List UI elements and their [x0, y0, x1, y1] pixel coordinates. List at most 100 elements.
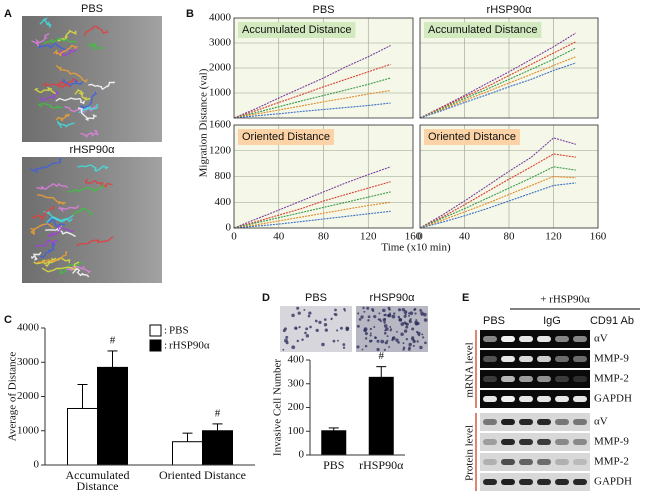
band [483, 336, 497, 342]
y-tick-label: 1000 [209, 87, 232, 99]
y-tick-label: 1000 [17, 424, 40, 436]
y-tick-label: 2000 [17, 390, 40, 402]
cell-dot [388, 313, 392, 317]
band [483, 479, 497, 485]
cell-dot [411, 327, 415, 331]
cell-track [56, 120, 75, 129]
track-line [233, 210, 391, 229]
cell-dot [368, 339, 372, 343]
cell-dot [376, 347, 380, 352]
band [537, 376, 551, 382]
band [519, 356, 533, 362]
column-label: CD91 Ab [590, 315, 634, 327]
cell-dot [383, 331, 387, 335]
legend-sep: : [164, 325, 167, 337]
treatment-label: + rHSP90α [540, 294, 590, 306]
cell-dot [408, 312, 411, 315]
blot [480, 433, 590, 451]
cell-track [39, 17, 52, 29]
cell-dot [296, 339, 300, 343]
cell-dot [361, 348, 364, 351]
cell-track [40, 90, 59, 102]
cell-dot [294, 326, 298, 330]
cell-dot [376, 339, 380, 343]
axis [44, 328, 255, 466]
cell-dot [364, 337, 368, 340]
cell-dot [398, 318, 403, 322]
cell-dot [297, 311, 301, 315]
cell-dot [405, 325, 409, 329]
cell-dot [307, 314, 311, 318]
band [573, 336, 587, 342]
cell-track [34, 86, 56, 95]
cell-dot [347, 327, 350, 330]
panel-label: B [186, 8, 194, 20]
significance-mark: # [215, 407, 221, 419]
x-tick-label: 40 [459, 231, 471, 243]
cell-dot [373, 326, 376, 329]
cell-dot [283, 327, 287, 331]
cell-dot [369, 327, 372, 331]
cell-dot [395, 330, 398, 333]
track-line [419, 153, 576, 229]
band [483, 396, 497, 402]
row-label: αV [594, 333, 608, 345]
bar [368, 376, 394, 456]
cell-dot [374, 336, 377, 339]
y-tick-label: 200 [288, 401, 305, 413]
x-tick-label: 80 [318, 231, 330, 243]
bar [172, 441, 203, 466]
cell-dot [393, 312, 396, 315]
cell-dot [383, 314, 386, 317]
track-line [419, 47, 577, 119]
cell-dot [305, 327, 309, 331]
y-tick-label: 3000 [209, 37, 232, 49]
chart-title: rHSP90α [487, 4, 533, 16]
panel-label: C [4, 314, 12, 326]
band [501, 336, 515, 342]
x-tick-label: 0 [231, 231, 237, 243]
legend-swatch [149, 324, 162, 337]
track-line [233, 201, 391, 229]
cell-dot [369, 334, 372, 337]
cell-dot [285, 341, 289, 345]
cell-dot [363, 327, 368, 332]
band [519, 459, 533, 465]
band [555, 376, 569, 382]
y-tick-label: 2000 [209, 62, 232, 74]
row-label: GAPDH [594, 476, 632, 488]
cell-track [36, 182, 69, 191]
cell-dot [378, 318, 382, 322]
cell-track [41, 261, 80, 273]
cell-dot [397, 341, 400, 344]
cell-dot [391, 336, 395, 340]
cell-dot [383, 317, 387, 321]
cell-dot [389, 326, 392, 328]
band [537, 336, 551, 342]
y-tick-label: 4000 [209, 12, 232, 24]
y-tick-label: 800 [215, 170, 232, 182]
cell-dot [397, 308, 402, 312]
image-title: PBS [81, 3, 103, 15]
cell-dot [360, 315, 364, 319]
cell-dot [387, 306, 391, 310]
band [537, 419, 551, 425]
cell-track [42, 80, 71, 88]
significance-mark: # [110, 334, 116, 346]
cell-dot [405, 338, 408, 341]
cell-dot [404, 313, 407, 316]
plot-frame [233, 124, 414, 229]
cell-dot [384, 341, 388, 345]
cell-track [72, 207, 94, 216]
x-tick-label: 40 [273, 231, 285, 243]
y-tick-label: 400 [215, 196, 232, 208]
annotation-box [238, 22, 356, 38]
row-label: MMP-2 [594, 373, 629, 385]
cell-track [55, 97, 86, 105]
cell-dot [296, 306, 300, 310]
cell-track [53, 44, 78, 57]
x-tick-label: Accumulated Distance [65, 468, 130, 493]
annotation-box [238, 129, 335, 145]
cell-track [39, 242, 56, 259]
